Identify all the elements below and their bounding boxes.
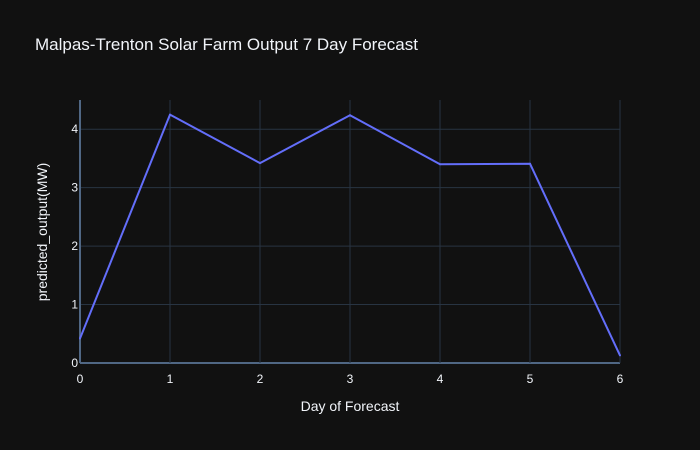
x-tick-label: 5: [527, 372, 534, 386]
x-tick-label: 1: [167, 372, 174, 386]
x-axis-title: Day of Forecast: [301, 398, 400, 414]
grid: [79, 100, 621, 364]
x-tick-label: 4: [437, 372, 444, 386]
data-point: [619, 354, 621, 357]
x-tick-label: 0: [77, 372, 84, 386]
x-tick-label: 3: [347, 372, 354, 386]
y-tick-label: 1: [71, 298, 78, 312]
y-axis-title: predicted_output(MW): [34, 163, 50, 302]
x-tick-label: 2: [257, 372, 264, 386]
y-tick-label: 0: [71, 356, 78, 370]
x-tick-label: 6: [617, 372, 624, 386]
tick-labels: 0 1 2 3 4 0 1 2 3 4 5 6: [71, 122, 623, 386]
data-point: [529, 162, 531, 165]
data-point: [169, 113, 171, 116]
y-tick-label: 4: [71, 122, 78, 136]
series-layer: [79, 113, 621, 357]
data-point: [79, 337, 81, 340]
data-point: [259, 162, 261, 165]
y-tick-label: 2: [71, 239, 78, 253]
data-point: [439, 163, 441, 166]
data-point: [349, 114, 351, 117]
chart-title: Malpas-Trenton Solar Farm Output 7 Day F…: [35, 35, 418, 54]
y-tick-label: 3: [71, 181, 78, 195]
